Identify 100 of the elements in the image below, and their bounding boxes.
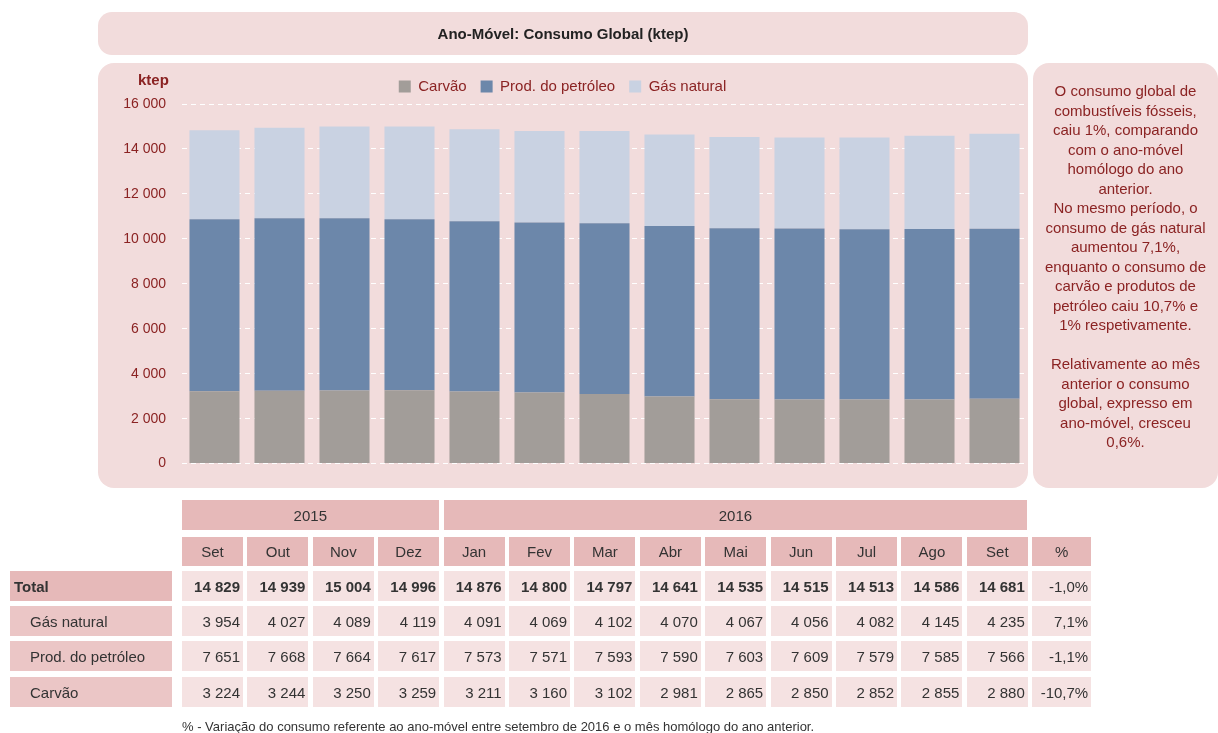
y-tick-label: 2 000 [130,409,167,426]
text: 2016 [443,500,1028,530]
data-label: 7 651 [182,641,243,671]
x-tick-label: Fev [509,537,570,566]
bar [839,137,890,230]
data-label: 4 082 [836,606,897,636]
text: -1,1% [1032,641,1092,671]
data-label: 3 102 [574,677,636,707]
bar [709,228,760,400]
data-label: 3 160 [509,677,570,707]
text: O consumo global de combustíveis fósseis, caiu 1%, comparando com o ano-móvel homólogo do ano anterior. No mesmo período, o consumo de gás natural aumentou 7,1%, enquanto o consumo de carvão e produtos de petróleo caiu 10,7% e 1% respetivamente. Relativamente ao mês anterior o consumo global, expresso em ano-móvel, cresceu 0,6%. [1045,82,1206,450]
data-label: 2 981 [639,677,701,707]
text: 14 513 [836,571,897,601]
text: 14 800 [509,571,570,601]
text: Prod. do petróleo [30,647,146,665]
legend-label: Prod. do petróleo [500,76,616,94]
text: 14 535 [705,571,767,601]
x-tick-label: Out [247,537,309,566]
data-label: 4 070 [639,606,701,636]
bar [969,398,1020,464]
data-label: 4 145 [901,606,963,636]
text: Carvão [30,683,79,701]
y-tick-label: 16 000 [123,94,167,111]
data-label: 7 593 [574,641,636,671]
data-label: 2 852 [836,677,897,707]
bar [774,399,825,464]
data-label: 3 244 [247,677,309,707]
text: 14 876 [443,571,505,601]
y-tick-label: 6 000 [130,319,167,336]
bar [449,129,500,222]
data-label: 7 617 [378,641,440,671]
y-axis-title: ktep [138,71,169,89]
text: 14 586 [901,571,963,601]
bar [579,393,630,464]
data-label: 2 855 [901,677,963,707]
y-tick-label: 4 000 [130,364,167,381]
bar [514,130,565,223]
text: -10,7% [1032,677,1092,707]
bar [644,226,695,397]
y-tick-label: 0 [158,454,167,471]
data-label: 4 069 [509,606,570,636]
bar [644,134,695,227]
bar [449,391,500,464]
data-label: 3 250 [312,677,374,707]
x-tick-label: Jan [443,537,505,566]
bar [189,219,240,392]
bar [449,221,500,392]
data-label: 4 067 [705,606,767,636]
bar [709,399,760,464]
text: 14 797 [574,571,636,601]
bar [319,218,370,391]
data-label: 3 211 [443,677,505,707]
text: 15 004 [312,571,374,601]
data-label: 4 119 [378,606,440,636]
text: % [1032,537,1092,566]
x-tick-label: Mai [705,537,767,566]
data-label: 4 027 [247,606,309,636]
x-tick-label: Jun [770,537,832,566]
bar [254,390,305,464]
data-label: 7 609 [770,641,832,671]
y-tick-label: 12 000 [123,184,167,201]
data-label: 7 668 [247,641,309,671]
text: 7,1% [1032,606,1092,636]
bar [189,130,240,220]
legend-label: Gás natural [648,76,727,94]
text: 2015 [182,500,439,530]
bar [384,390,435,464]
bar [969,228,1020,399]
text: 14 996 [378,571,440,601]
bar [579,131,630,224]
bar [904,228,955,400]
bar [384,126,435,220]
x-tick-label: Abr [639,537,701,566]
data-label: 4 089 [312,606,374,636]
data-label: 2 850 [770,677,832,707]
text: 14 515 [770,571,832,601]
bar [774,228,825,400]
data-label: 4 056 [770,606,832,636]
bar [319,390,370,464]
bar [904,399,955,464]
data-label: 7 664 [312,641,374,671]
bar [839,399,890,464]
data-label: 2 880 [966,677,1028,707]
bar [514,392,565,464]
x-tick-label: Dez [378,537,440,566]
bar [644,396,695,464]
bar [839,229,890,400]
text: 14 641 [639,571,701,601]
x-tick-label: Set [182,537,243,566]
bar [254,127,305,219]
y-tick-label: 8 000 [130,274,167,291]
data-label: 3 224 [182,677,243,707]
bar [969,133,1020,229]
data-label: 4 235 [966,606,1028,636]
bar [189,391,240,464]
x-tick-label: Set [966,537,1028,566]
text: 14 939 [247,571,309,601]
x-tick-label: Ago [901,537,963,566]
data-label: 7 603 [705,641,767,671]
data-label: 7 585 [901,641,963,671]
